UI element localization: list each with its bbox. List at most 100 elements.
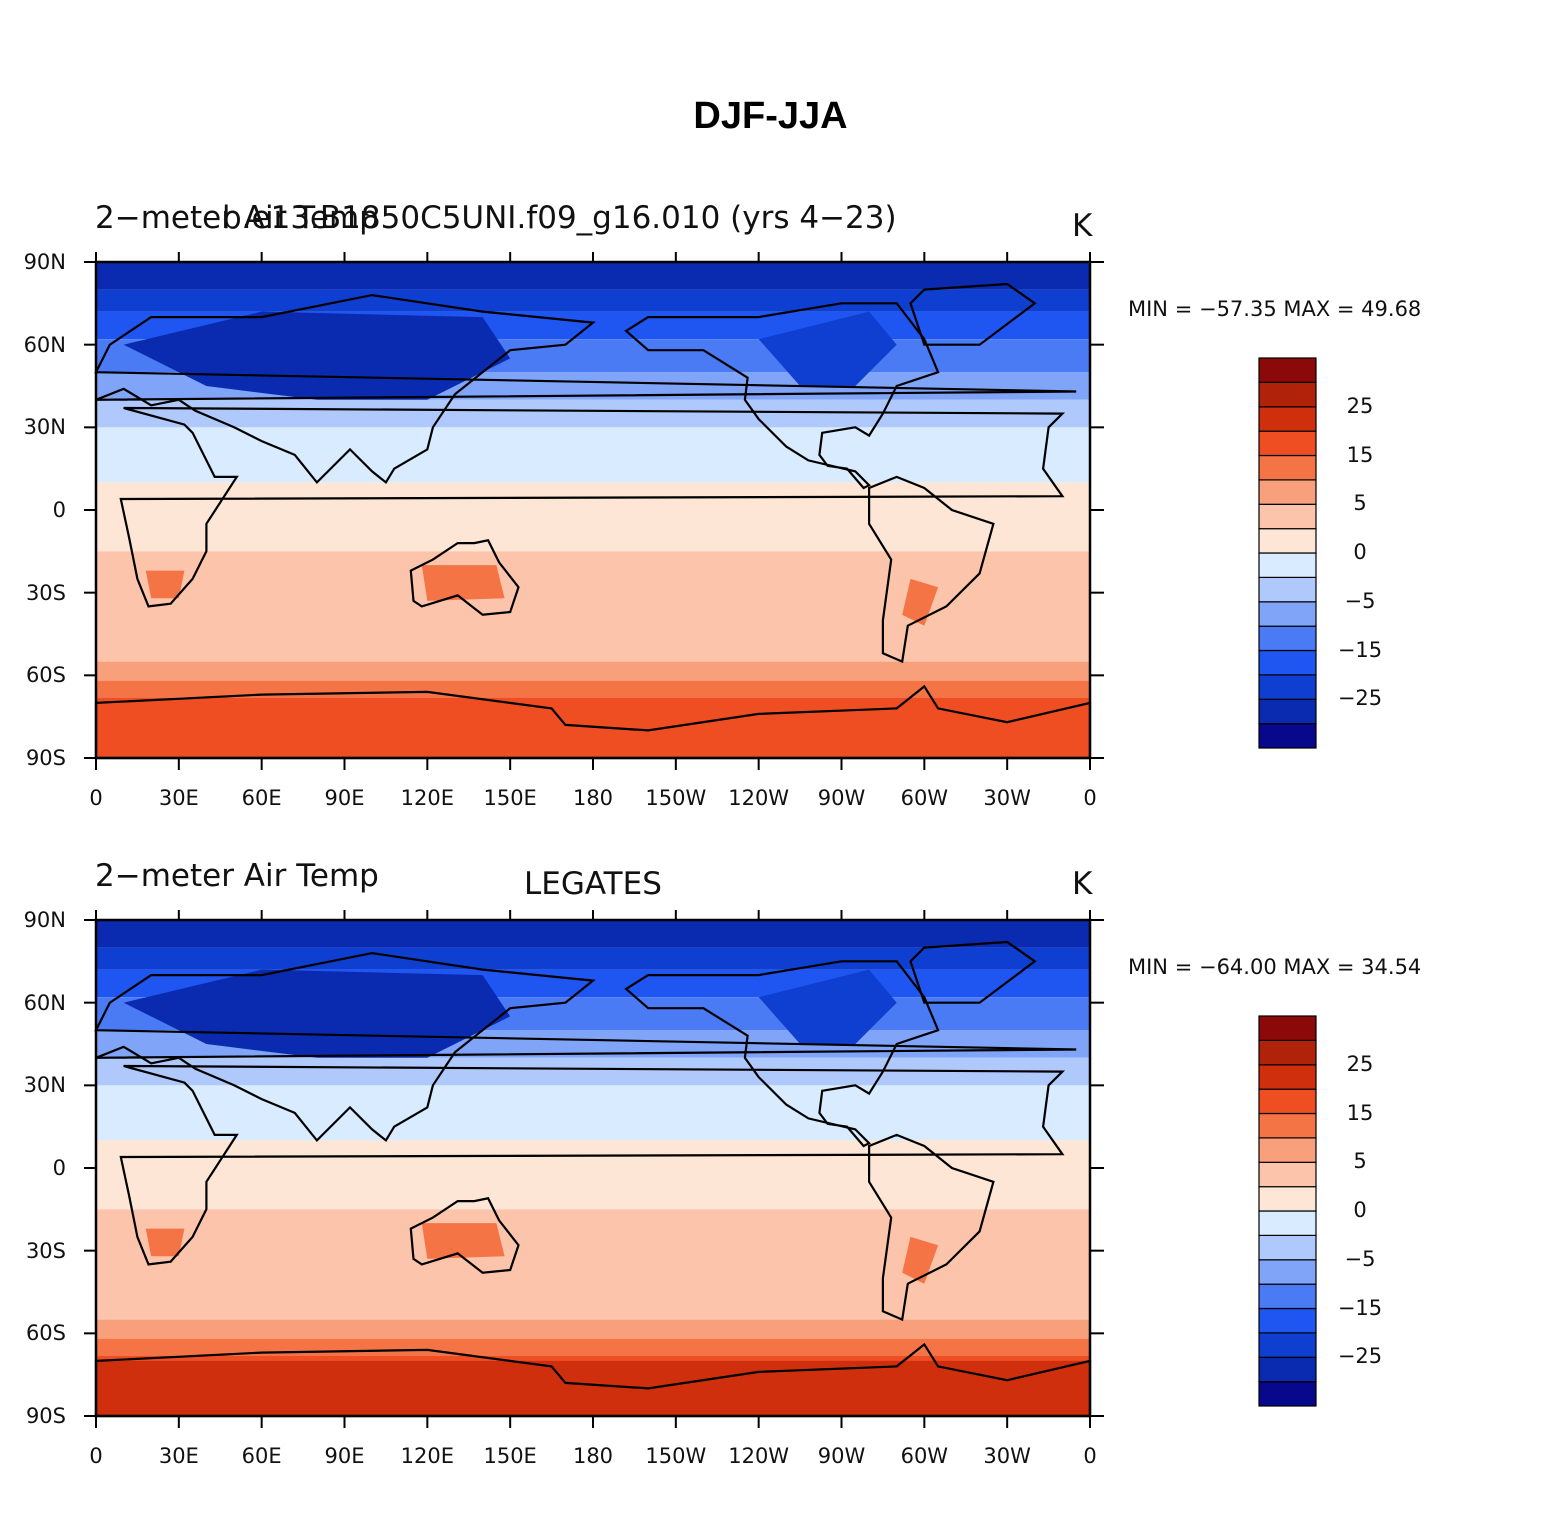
colorbar-swatch (1258, 1307, 1317, 1334)
y-tick-label: 90N (23, 908, 66, 932)
x-tick-label: 150W (645, 1444, 707, 1468)
y-tick-label: 30N (23, 1073, 66, 1098)
x-tick-label: 90E (324, 1444, 365, 1468)
x-tick-label: 30W (983, 786, 1031, 810)
colorbar-label: −5 (1344, 588, 1376, 613)
colorbar-swatch (1258, 1015, 1317, 1041)
colorbar-label: 5 (1353, 491, 1367, 516)
x-tick-label: 0 (89, 786, 103, 810)
x-tick-label: 150E (483, 786, 537, 810)
temperature-region (145, 570, 185, 599)
colorbar-swatch (1258, 1112, 1317, 1139)
coastline-namerica (624, 960, 940, 1148)
colorbar-label: −25 (1337, 1344, 1383, 1369)
y-tick-label: 60S (25, 663, 66, 688)
temperature-band (96, 1085, 1090, 1141)
colorbar-label: 0 (1353, 540, 1367, 564)
colorbar-swatch (1258, 1234, 1317, 1261)
colorbar-swatch (1258, 625, 1317, 652)
temperature-band (96, 1319, 1090, 1339)
colorbar-swatch (1258, 1039, 1317, 1066)
map-panel-obs: 2−meter Air Temp LEGATES K MIN = −64.00 … (0, 0, 1541, 1428)
temperature-map (84, 252, 1317, 770)
x-tick-label: 60W (900, 1444, 949, 1468)
temperature-region (421, 1223, 505, 1259)
x-tick-label: 150E (483, 1444, 537, 1468)
colorbar-label: 0 (1353, 1198, 1367, 1222)
x-tick-label: 120E (400, 1444, 454, 1468)
colorbar-swatch (1258, 430, 1317, 457)
colorbar-label: 25 (1346, 393, 1374, 418)
coastline-greenland (909, 282, 1037, 346)
colorbar-swatch (1258, 1210, 1317, 1236)
coastline-australia (409, 539, 520, 616)
colorbar (1258, 1015, 1317, 1407)
x-tick-label: 30W (983, 1444, 1031, 1468)
x-tick-label: 180 (572, 786, 614, 810)
colorbar-label: 15 (1346, 442, 1374, 467)
y-tick-label: 30S (25, 1238, 66, 1263)
x-tick-label: 60W (900, 786, 949, 810)
temperature-band (96, 262, 1090, 290)
y-tick-label: 90S (25, 746, 66, 770)
y-tick-label: 90S (25, 1404, 66, 1428)
x-tick-label: 0 (1083, 786, 1097, 810)
x-tick-label: 30E (158, 786, 199, 810)
colorbar-swatch (1258, 1137, 1317, 1163)
x-tick-label: 60E (241, 1444, 282, 1468)
contour-fill (96, 262, 1090, 758)
colorbar-swatch (1258, 406, 1317, 432)
panel-left-label: 2−meter Air Temp (95, 200, 379, 236)
colorbar-swatch (1258, 503, 1317, 530)
colorbar-swatch (1258, 1088, 1317, 1115)
colorbar-swatch (1258, 649, 1317, 676)
panel-left-label: 2−meter Air Temp (95, 858, 379, 894)
map-panel-model: 2−meter Air Temp b.e13.B1850C5UNI.f09_g1… (0, 0, 1541, 770)
colorbar-label: −15 (1337, 637, 1383, 662)
temperature-region (96, 702, 1090, 758)
colorbar-swatch (1258, 1283, 1317, 1310)
colorbar-swatch (1258, 1259, 1317, 1285)
temperature-band (96, 289, 1090, 312)
x-tick-label: 150W (645, 786, 707, 810)
coastline-eurasia (94, 293, 1077, 485)
coastline-africa (119, 406, 1066, 608)
x-tick-label: 30E (158, 1444, 199, 1468)
y-tick-label: 60S (25, 1321, 66, 1346)
x-tick-label: 180 (572, 1444, 614, 1468)
coastline-africa (119, 1064, 1066, 1266)
coastline-namerica (624, 302, 940, 490)
colorbar-swatch (1258, 479, 1317, 505)
temperature-band (96, 427, 1090, 483)
x-tick-label: 90W (817, 1444, 866, 1468)
colorbar-swatch (1258, 1064, 1317, 1090)
colorbar-swatch (1258, 1332, 1317, 1358)
y-tick-label: 30S (25, 580, 66, 605)
contour-fill (96, 920, 1090, 1416)
coastline-australia (409, 1197, 520, 1274)
colorbar-swatch (1258, 674, 1317, 700)
x-tick-label: 120W (728, 786, 790, 810)
panel-center-label: LEGATES (524, 866, 662, 902)
x-tick-label: 0 (1083, 1444, 1097, 1468)
x-tick-label: 90E (324, 786, 365, 810)
panel-center-label: b.e13.B1850C5UNI.f09_g16.010 (yrs 4−23) (222, 200, 897, 236)
colorbar-label: −5 (1344, 1246, 1376, 1271)
panel-units-label: K (1072, 208, 1093, 244)
colorbar-label: 25 (1346, 1051, 1374, 1076)
y-tick-label: 60N (23, 990, 66, 1015)
temperature-region (758, 311, 897, 386)
colorbar-label: −15 (1337, 1295, 1383, 1320)
y-tick-label: 60N (23, 332, 66, 357)
x-tick-label: 60E (241, 786, 282, 810)
colorbar-swatch (1258, 357, 1317, 383)
coastline-samerica (867, 475, 995, 664)
x-tick-label: 120W (728, 1444, 790, 1468)
colorbar-swatch (1258, 722, 1317, 749)
coastline-greenland (909, 940, 1037, 1004)
coastline-samerica (867, 1133, 995, 1322)
colorbar-swatch (1258, 1161, 1317, 1188)
panel-units-label: K (1072, 866, 1093, 902)
temperature-region (145, 1228, 185, 1257)
min-max-label: MIN = −57.35 MAX = 49.68 (1128, 297, 1422, 321)
